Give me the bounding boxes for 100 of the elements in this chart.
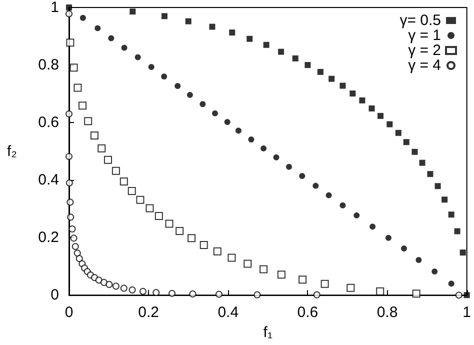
- point: [95, 276, 102, 284]
- x-tick-label: 1: [462, 304, 471, 322]
- y-tick-label: 0.8: [38, 56, 59, 74]
- point: [209, 24, 216, 30]
- point: [121, 44, 128, 51]
- point: [464, 292, 470, 298]
- point: [213, 247, 222, 256]
- point: [68, 225, 76, 232]
- point: [186, 92, 193, 98]
- point: [313, 291, 320, 298]
- point: [228, 254, 236, 262]
- point: [340, 82, 346, 89]
- point: [146, 204, 154, 212]
- point: [136, 196, 144, 204]
- point: [370, 224, 376, 230]
- point: [412, 148, 418, 155]
- point: [200, 241, 208, 250]
- point: [326, 192, 332, 198]
- point: [278, 48, 284, 55]
- point: [432, 268, 438, 275]
- point: [152, 289, 160, 296]
- point: [317, 68, 324, 75]
- point: [100, 278, 108, 286]
- point: [108, 35, 114, 42]
- point: [200, 101, 206, 108]
- point: [403, 139, 410, 146]
- point: [328, 76, 335, 82]
- point: [427, 171, 434, 178]
- point: [386, 121, 393, 128]
- point: [376, 287, 384, 296]
- point: [176, 226, 184, 235]
- point: [67, 214, 74, 221]
- x-tick-label: 0.4: [218, 304, 239, 322]
- x-tick-label: 0.2: [138, 304, 159, 322]
- point: [112, 166, 120, 175]
- point: [66, 110, 72, 118]
- point: [104, 156, 112, 164]
- point: [354, 212, 360, 218]
- point: [244, 260, 252, 268]
- point: [74, 250, 81, 257]
- point: [70, 64, 78, 72]
- legend-label: γ = 4: [408, 57, 441, 74]
- point: [78, 102, 87, 110]
- y-axis-title: f₂: [7, 142, 18, 160]
- x-tick-label: 0.8: [376, 304, 398, 322]
- point: [154, 212, 163, 220]
- point: [395, 130, 402, 136]
- point: [448, 212, 454, 218]
- legend-label: γ = 1: [408, 27, 441, 44]
- point: [128, 186, 136, 195]
- point: [66, 198, 74, 206]
- point: [460, 250, 466, 256]
- point: [174, 83, 181, 90]
- point: [442, 196, 448, 203]
- point: [80, 14, 86, 21]
- point: [419, 160, 426, 166]
- point: [224, 118, 230, 125]
- point: [72, 242, 79, 250]
- point: [286, 164, 292, 170]
- point: [74, 84, 82, 92]
- point: [70, 234, 78, 242]
- legend-label: γ= 0.5: [400, 12, 441, 29]
- point: [235, 128, 242, 134]
- y-tick-label: 1: [50, 0, 59, 16]
- point: [254, 291, 261, 298]
- point: [320, 280, 329, 288]
- point: [84, 117, 92, 126]
- point: [66, 4, 72, 10]
- y-tick-label: 0.2: [38, 229, 59, 246]
- point: [90, 131, 98, 140]
- point: [260, 145, 267, 152]
- point: [76, 255, 83, 262]
- point: [298, 276, 307, 284]
- point: [161, 74, 168, 80]
- point: [299, 173, 306, 180]
- point: [277, 270, 286, 279]
- point: [168, 290, 176, 297]
- point: [66, 152, 72, 160]
- point: [106, 280, 113, 288]
- y-tick-label: 0.6: [38, 114, 59, 132]
- point: [66, 10, 72, 18]
- point: [134, 54, 141, 60]
- point: [312, 182, 319, 189]
- point: [120, 284, 128, 292]
- point: [454, 228, 460, 234]
- point: [128, 286, 136, 294]
- point: [448, 280, 454, 287]
- point: [185, 18, 192, 24]
- point: [273, 154, 280, 160]
- point: [229, 30, 236, 36]
- x-tick-label: 0.6: [297, 304, 318, 322]
- point: [140, 288, 146, 295]
- point: [359, 97, 366, 104]
- legend-label: γ = 2: [408, 42, 441, 59]
- point: [263, 42, 270, 48]
- point: [400, 246, 407, 252]
- point: [246, 36, 253, 42]
- point: [416, 257, 422, 264]
- point: [188, 234, 196, 242]
- point: [120, 178, 128, 186]
